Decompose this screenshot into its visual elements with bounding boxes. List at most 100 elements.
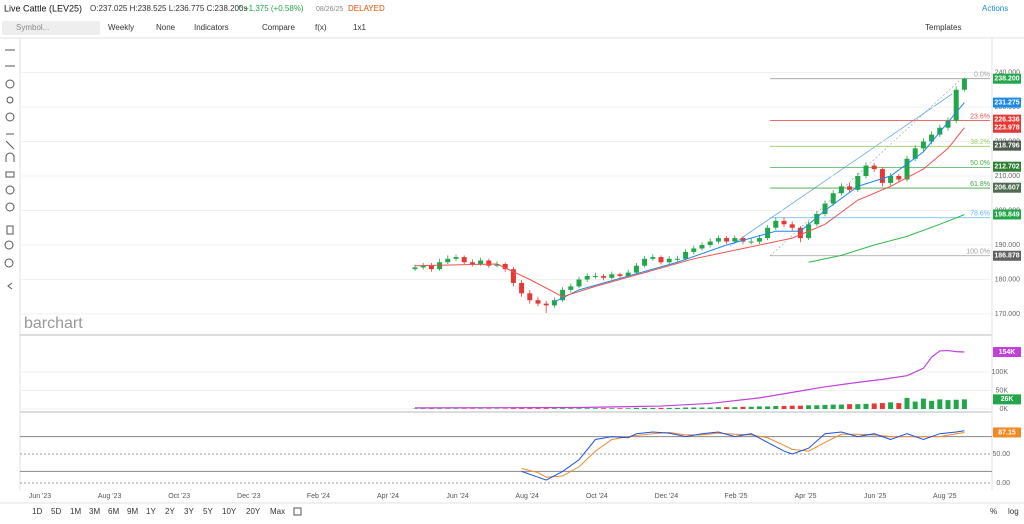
tools xyxy=(5,50,15,289)
symbol: Live Cattle (LEV25) xyxy=(4,3,82,13)
range-button[interactable]: 5D xyxy=(51,507,61,516)
candle-body xyxy=(708,242,713,245)
x-tick-label: Aug '24 xyxy=(515,493,539,500)
scale-option[interactable]: log xyxy=(1008,507,1019,516)
candle-body xyxy=(790,224,795,227)
candle-body xyxy=(577,280,582,287)
range-button[interactable]: 20Y xyxy=(246,507,261,516)
y-tick-label: 170.000 xyxy=(995,311,1020,318)
toolbar-item[interactable]: Weekly xyxy=(108,23,134,32)
candle-body xyxy=(782,221,787,224)
volume-bar xyxy=(568,408,573,409)
volume-bar xyxy=(585,408,590,409)
volume-bar xyxy=(691,408,696,409)
volume-bar xyxy=(814,405,819,409)
toolbar-item[interactable]: f(x) xyxy=(315,23,327,32)
candle-body xyxy=(962,79,967,90)
candle-body xyxy=(896,176,901,179)
volume-bar xyxy=(527,408,532,409)
volume-bar xyxy=(741,407,746,409)
candle-body xyxy=(650,257,655,259)
toolbar-item[interactable]: None xyxy=(156,23,176,32)
volume-bar xyxy=(905,398,910,409)
range-button[interactable]: 1M xyxy=(70,507,81,516)
volume-bar xyxy=(749,407,754,409)
price-badge-label: 154K xyxy=(999,349,1016,356)
candle-body xyxy=(749,242,754,243)
candle-body xyxy=(609,274,614,277)
x-tick-label: Aug '23 xyxy=(98,493,122,500)
volume-bar xyxy=(896,403,901,409)
actions[interactable]: Actions xyxy=(982,4,1008,13)
candle-body xyxy=(454,257,459,259)
volume-bar xyxy=(593,408,598,409)
price-badge-label: 226.336 xyxy=(994,116,1019,123)
candle-body xyxy=(839,186,844,193)
candle-body xyxy=(593,276,598,277)
volume-bar xyxy=(782,406,787,409)
toolbar: Weekly None Indicators Compare f(x) 1x1 xyxy=(108,23,366,32)
search[interactable]: Symbol... xyxy=(16,23,49,32)
volume-bar xyxy=(937,399,942,409)
candle-body xyxy=(831,193,836,203)
candle-body xyxy=(642,259,647,266)
candle-body xyxy=(601,276,606,278)
candle-body xyxy=(445,259,450,262)
price-badge-label: 87.15 xyxy=(998,429,1016,436)
toolbar-item[interactable]: 1x1 xyxy=(353,23,366,32)
range-button[interactable]: 3M xyxy=(89,507,100,516)
range-button[interactable]: 5Y xyxy=(203,507,213,516)
volume-bar xyxy=(798,406,803,409)
change: ^ +1.375 (+0.58%) xyxy=(238,4,304,13)
y-tick-label: 100K xyxy=(992,369,1009,376)
scale-option[interactable]: % xyxy=(990,507,997,516)
range-button[interactable]: Max xyxy=(270,507,285,516)
volume-bar xyxy=(601,408,606,409)
toolbar-item[interactable]: Indicators xyxy=(194,23,229,32)
fib-label: 61.8% xyxy=(970,181,990,188)
x-tick-label: Dec '23 xyxy=(237,493,261,500)
volume-bar xyxy=(954,400,959,409)
price-badge-label: 186.878 xyxy=(994,253,1019,260)
range-button[interactable]: 10Y xyxy=(222,507,237,516)
fib-label: 100.0% xyxy=(966,249,990,256)
ohlc: O:237.025 H:238.525 L:236.775 C:238.200s xyxy=(90,4,247,13)
fib-label: 50.0% xyxy=(970,160,990,167)
range-button[interactable]: 2Y xyxy=(165,507,175,516)
range-button[interactable]: 3Y xyxy=(184,507,194,516)
candle-body xyxy=(716,238,721,241)
range-button[interactable]: 9M xyxy=(127,507,138,516)
templates[interactable]: Templates xyxy=(925,23,961,32)
volume-bar xyxy=(675,408,680,409)
volume-bar xyxy=(683,408,688,409)
volume-bar xyxy=(659,408,664,409)
volume-bar xyxy=(929,401,934,409)
volume-bar xyxy=(962,399,967,409)
open-interest xyxy=(415,351,964,408)
volume-bar xyxy=(716,407,721,409)
price-badge-label: 231.275 xyxy=(994,99,1019,106)
candle-body xyxy=(724,238,729,241)
range-button[interactable]: 1Y xyxy=(146,507,156,516)
volume-bar xyxy=(544,408,549,409)
candle-body xyxy=(659,257,664,262)
range-button[interactable]: 6M xyxy=(108,507,119,516)
price-badge-label: 218.796 xyxy=(994,142,1019,149)
date: 08/26/25 xyxy=(316,6,343,13)
toolbar-item[interactable]: Compare xyxy=(262,23,295,32)
volume-bar xyxy=(552,408,557,409)
range-button[interactable]: 1D xyxy=(32,507,42,516)
fib-label: 78.6% xyxy=(970,211,990,218)
volume-bar xyxy=(650,408,655,409)
calendar[interactable] xyxy=(294,508,301,515)
candle-body xyxy=(864,166,869,176)
x-tick-label: Oct '24 xyxy=(586,493,608,500)
status: DELAYED xyxy=(348,4,385,13)
volume-bar xyxy=(724,407,729,409)
volume-bar xyxy=(839,405,844,409)
y-tick-label: 50K xyxy=(996,387,1009,394)
y-tick-label: 190.000 xyxy=(995,242,1020,249)
candle-body xyxy=(954,90,959,121)
volume-bar xyxy=(831,405,836,409)
